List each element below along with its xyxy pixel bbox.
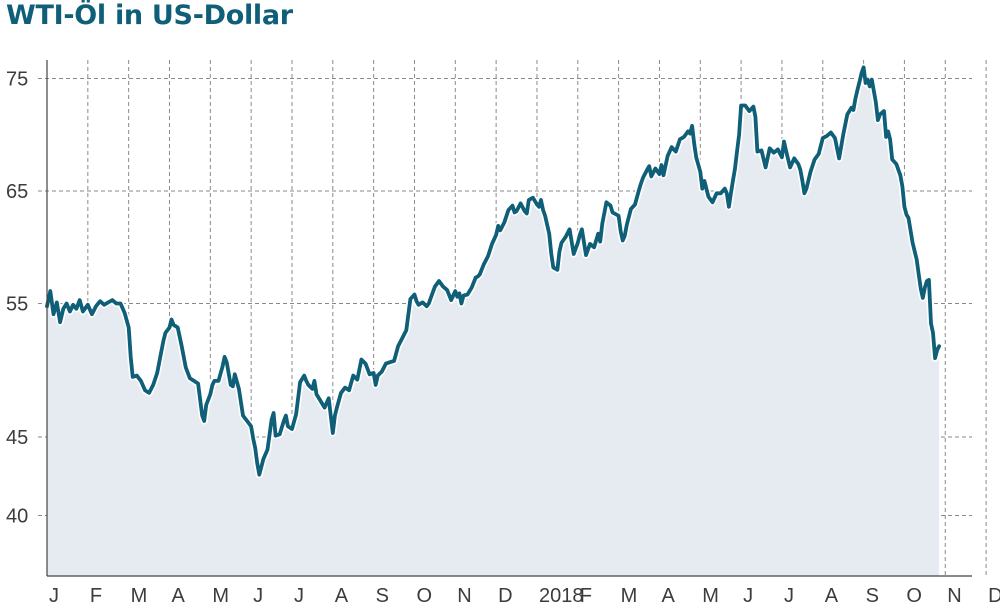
y-tick-label: 40 xyxy=(6,506,28,528)
price-line xyxy=(45,65,941,477)
x-tick-label: M xyxy=(621,585,638,607)
x-tick-label: M xyxy=(131,585,148,607)
x-tick-label: N xyxy=(947,585,961,607)
x-tick-label: O xyxy=(906,585,922,607)
x-tick-label: N xyxy=(457,585,471,607)
x-tick-label: M xyxy=(212,585,229,607)
x-tick-label: J xyxy=(253,585,263,607)
x-tick-label: J xyxy=(294,585,304,607)
x-tick-label: J xyxy=(784,585,794,607)
x-tick-label: D xyxy=(988,585,1000,607)
price-area-fill xyxy=(47,67,940,577)
x-tick-label: A xyxy=(171,585,185,607)
x-tick-label: F xyxy=(580,585,592,607)
x-tick-label: O xyxy=(416,585,432,607)
x-tick-label: 2018 xyxy=(539,585,584,607)
y-tick-label: 75 xyxy=(6,69,28,91)
x-tick-label: A xyxy=(661,585,675,607)
y-tick-label: 65 xyxy=(6,181,28,203)
x-tick-label: S xyxy=(376,585,389,607)
x-tick-label: A xyxy=(335,585,349,607)
x-tick-label: J xyxy=(49,585,59,607)
y-tick-label: 55 xyxy=(6,294,28,316)
axes xyxy=(46,60,972,577)
x-tick-label: S xyxy=(866,585,879,607)
x-tick-label: M xyxy=(702,585,719,607)
y-tick-label: 45 xyxy=(6,427,28,449)
x-tick-label: A xyxy=(825,585,839,607)
x-tick-label: D xyxy=(498,585,512,607)
x-tick-label: F xyxy=(90,585,102,607)
chart-title: WTI-Öl in US-Dollar xyxy=(6,0,293,31)
x-tick-label: J xyxy=(743,585,753,607)
